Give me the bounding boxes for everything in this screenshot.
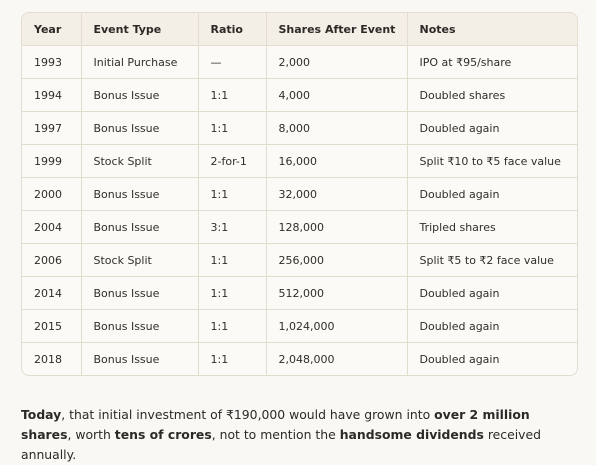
cell-ratio: 1:1 <box>198 78 267 112</box>
cell-shares: 4,000 <box>266 78 408 112</box>
table-row: 2004 Bonus Issue 3:1 128,000 Tripled sha… <box>22 210 577 244</box>
cell-notes: Split ₹10 to ₹5 face value <box>407 144 577 178</box>
table-row: 2006 Stock Split 1:1 256,000 Split ₹5 to… <box>22 243 577 277</box>
table-row: 1997 Bonus Issue 1:1 8,000 Doubled again <box>22 111 577 145</box>
cell-notes: Tripled shares <box>407 210 577 244</box>
summary-value-highlight: tens of crores <box>114 427 212 443</box>
summary-dividends-highlight: handsome dividends <box>339 427 484 443</box>
table-body: 1993 Initial Purchase — 2,000 IPO at ₹95… <box>22 45 577 375</box>
header-event-type: Event Type <box>81 13 199 46</box>
cell-ratio: 1:1 <box>198 243 267 277</box>
cell-notes: Doubled again <box>407 111 577 145</box>
cell-shares: 1,024,000 <box>266 309 408 343</box>
table-row: 2014 Bonus Issue 1:1 512,000 Doubled aga… <box>22 276 577 310</box>
cell-shares: 32,000 <box>266 177 408 211</box>
cell-year: 1999 <box>22 144 82 178</box>
cell-notes: Split ₹5 to ₹2 face value <box>407 243 577 277</box>
table-row: 1994 Bonus Issue 1:1 4,000 Doubled share… <box>22 78 577 112</box>
cell-ratio: 1:1 <box>198 342 267 375</box>
cell-year: 2006 <box>22 243 82 277</box>
cell-notes: Doubled shares <box>407 78 577 112</box>
cell-event-type: Bonus Issue <box>81 177 199 211</box>
cell-year: 1993 <box>22 45 82 79</box>
cell-ratio: 1:1 <box>198 276 267 310</box>
table-row: 2000 Bonus Issue 1:1 32,000 Doubled agai… <box>22 177 577 211</box>
cell-year: 2000 <box>22 177 82 211</box>
cell-shares: 2,048,000 <box>266 342 408 375</box>
cell-year: 2014 <box>22 276 82 310</box>
table-row: 1999 Stock Split 2-for-1 16,000 Split ₹1… <box>22 144 577 178</box>
table-header: Year Event Type Ratio Shares After Event… <box>22 13 577 46</box>
header-notes: Notes <box>407 13 577 46</box>
summary-paragraph: Today, that initial investment of ₹190,0… <box>21 405 581 465</box>
cell-ratio: 1:1 <box>198 177 267 211</box>
cell-shares: 2,000 <box>266 45 408 79</box>
cell-event-type: Bonus Issue <box>81 342 199 375</box>
cell-ratio: 1:1 <box>198 309 267 343</box>
cell-notes: Doubled again <box>407 177 577 211</box>
cell-notes: Doubled again <box>419 352 500 366</box>
table-header-row: Year Event Type Ratio Shares After Event… <box>22 13 577 46</box>
cell-ratio: 3:1 <box>198 210 267 244</box>
cell-notes: IPO at ₹95/share <box>407 45 577 79</box>
summary-text-1: , that initial investment of ₹190,000 wo… <box>61 407 435 423</box>
header-ratio: Ratio <box>198 13 267 46</box>
cell-shares: 256,000 <box>266 243 408 277</box>
cell-notes: Doubled again <box>407 276 577 310</box>
summary-text-3: , not to mention the <box>211 427 340 443</box>
cell-event-type: Bonus Issue <box>81 276 199 310</box>
cell-year: 1994 <box>22 78 82 112</box>
cell-event-type: Bonus Issue <box>81 78 199 112</box>
cell-event-type: Bonus Issue <box>81 210 199 244</box>
table-row: 2018 Bonus Issue 1:1 2,048,000 Doubled a… <box>22 342 577 375</box>
table-row: 1993 Initial Purchase — 2,000 IPO at ₹95… <box>22 45 577 79</box>
cell-notes: Doubled again <box>407 309 577 343</box>
cell-shares: 16,000 <box>266 144 408 178</box>
cell-ratio: — <box>198 45 267 79</box>
summary-text-2: , worth <box>67 427 115 443</box>
cell-year: 2015 <box>22 309 82 343</box>
cell-ratio: 2-for-1 <box>198 144 267 178</box>
corporate-actions-table-container: Year Event Type Ratio Shares After Event… <box>21 12 578 376</box>
cell-ratio: 1:1 <box>198 111 267 145</box>
cell-event-type: Stock Split <box>81 243 199 277</box>
header-shares-after-event: Shares After Event <box>266 13 408 46</box>
cell-shares: 128,000 <box>266 210 408 244</box>
cell-year: 2018 <box>22 342 82 375</box>
summary-today: Today <box>21 407 62 423</box>
table-row: 2015 Bonus Issue 1:1 1,024,000 Doubled a… <box>22 309 577 343</box>
cell-shares: 8,000 <box>266 111 408 145</box>
cell-event-type: Initial Purchase <box>81 45 199 79</box>
header-year: Year <box>22 13 82 46</box>
cell-event-type: Bonus Issue <box>81 309 199 343</box>
cell-shares: 512,000 <box>266 276 408 310</box>
cell-year: 1997 <box>22 111 82 145</box>
cell-event-type: Bonus Issue <box>81 111 199 145</box>
cell-year: 2004 <box>22 210 82 244</box>
corporate-actions-table: Year Event Type Ratio Shares After Event… <box>22 13 577 375</box>
cell-event-type: Stock Split <box>81 144 199 178</box>
